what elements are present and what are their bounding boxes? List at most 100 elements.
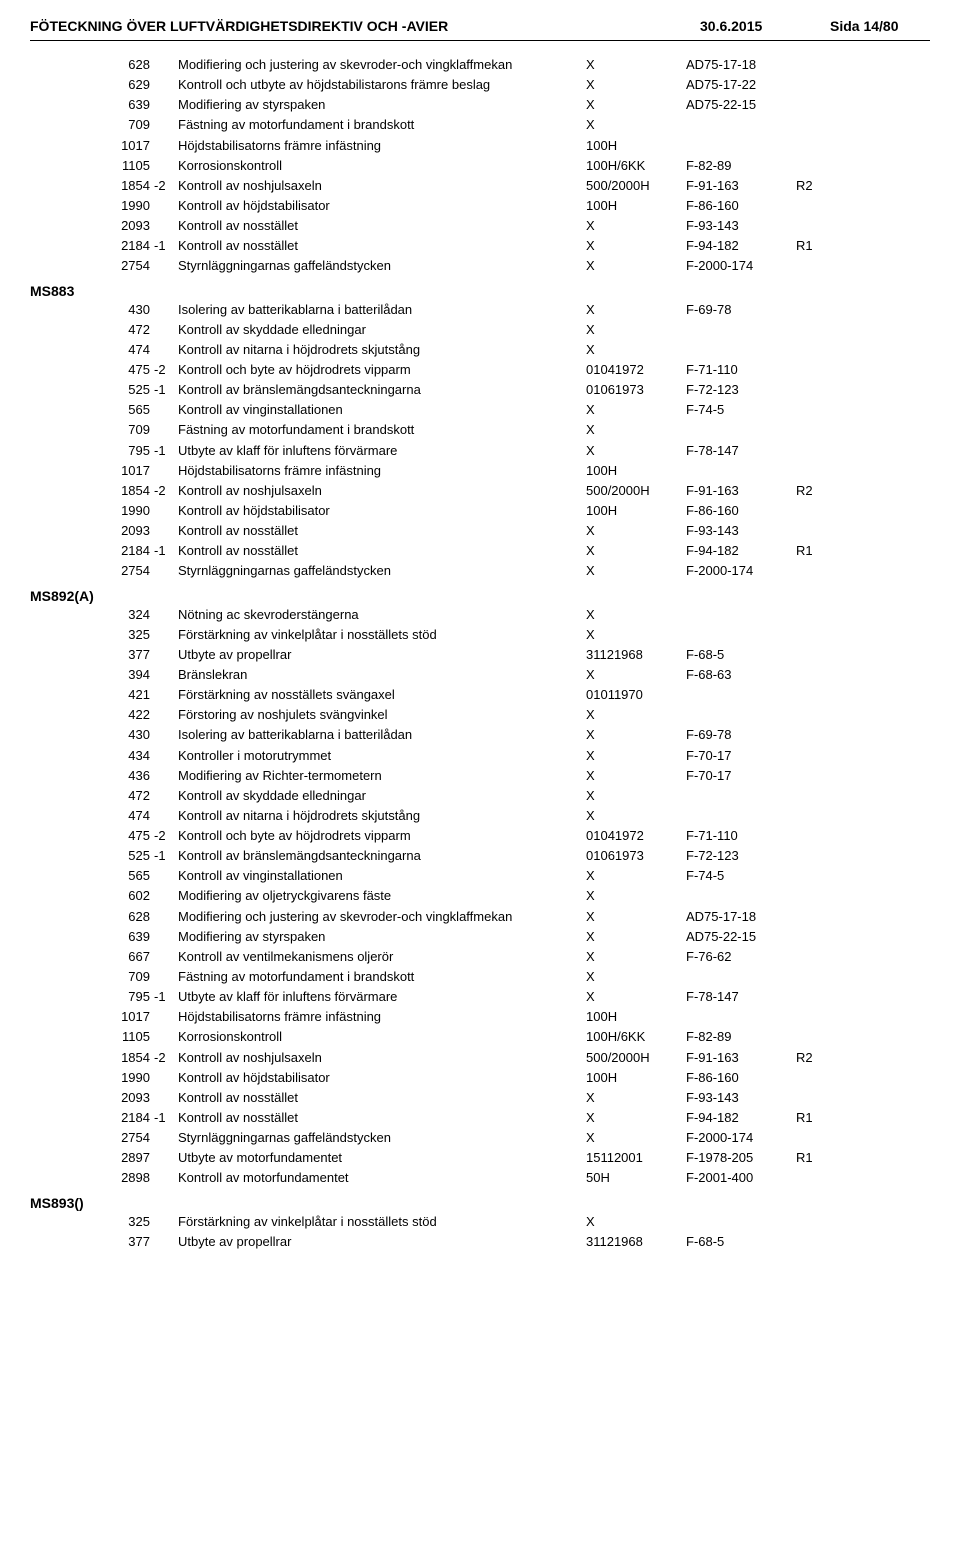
directive-revision: [796, 256, 836, 276]
directive-reference: F-71-110: [686, 826, 796, 846]
table-row: 436Modifiering av Richter-termometernXF-…: [90, 766, 930, 786]
directive-number: 628: [90, 55, 154, 75]
directive-description: Kontroll och utbyte av höjdstabilistaron…: [178, 75, 586, 95]
directive-reference: F-72-123: [686, 380, 796, 400]
table-row: 525-1Kontroll av bränslemängdsanteckning…: [90, 380, 930, 400]
directive-number: 639: [90, 95, 154, 115]
table-row: 430Isolering av batterikablarna i batter…: [90, 725, 930, 745]
directive-value: X: [586, 1088, 686, 1108]
directive-value: X: [586, 987, 686, 1007]
directive-suffix: [154, 886, 178, 906]
page-container: FÖTECKNING ÖVER LUFTVÄRDIGHETSDIREKTIV O…: [0, 0, 960, 1292]
directive-number: 1017: [90, 136, 154, 156]
directive-number: 795: [90, 441, 154, 461]
directive-description: Bränslekran: [178, 665, 586, 685]
table-row: 1105Korrosionskontroll100H/6KKF-82-89: [90, 156, 930, 176]
directive-number: 2093: [90, 1088, 154, 1108]
table-row: 1017Höjdstabilisatorns främre infästning…: [90, 461, 930, 481]
directive-number: 2184: [90, 236, 154, 256]
directive-revision: R2: [796, 481, 836, 501]
section-body: 324Nötning ac skevroderstängernaX325Förs…: [30, 605, 930, 1189]
directive-reference: AD75-22-15: [686, 95, 796, 115]
directive-reference: AD75-17-18: [686, 55, 796, 75]
directive-number: 1105: [90, 156, 154, 176]
directive-number: 709: [90, 420, 154, 440]
table-row: 1854-2Kontroll av noshjulsaxeln500/2000H…: [90, 1048, 930, 1068]
directive-description: Styrnläggningarnas gaffeländstycken: [178, 256, 586, 276]
directive-revision: R1: [796, 236, 836, 256]
table-row: 472Kontroll av skyddade elledningarX: [90, 320, 930, 340]
table-row: 2184-1Kontroll av nosställetXF-94-182R1: [90, 1108, 930, 1128]
directive-value: X: [586, 400, 686, 420]
directive-suffix: [154, 725, 178, 745]
directive-revision: [796, 907, 836, 927]
directive-revision: [796, 75, 836, 95]
directive-number: 472: [90, 786, 154, 806]
directive-suffix: [154, 75, 178, 95]
directive-value: 500/2000H: [586, 1048, 686, 1068]
directive-suffix: [154, 1128, 178, 1148]
directive-revision: [796, 300, 836, 320]
directive-revision: [796, 645, 836, 665]
directive-number: 325: [90, 1212, 154, 1232]
directive-revision: [796, 1232, 836, 1252]
directive-value: X: [586, 256, 686, 276]
directive-reference: [686, 136, 796, 156]
directive-suffix: [154, 300, 178, 320]
table-row: 475-2Kontroll och byte av höjdrodrets vi…: [90, 826, 930, 846]
directive-suffix: [154, 806, 178, 826]
table-row: 422Förstoring av noshjulets svängvinkelX: [90, 705, 930, 725]
directive-number: 1105: [90, 1027, 154, 1047]
directive-suffix: [154, 256, 178, 276]
directive-revision: [796, 1088, 836, 1108]
table-row: 2093Kontroll av nosställetXF-93-143: [90, 216, 930, 236]
directive-value: X: [586, 1128, 686, 1148]
table-row: 2754Styrnläggningarnas gaffeländstyckenX…: [90, 1128, 930, 1148]
directive-value: X: [586, 746, 686, 766]
directive-number: 629: [90, 75, 154, 95]
table-row: 325Förstärkning av vinkelplåtar i nosstä…: [90, 1212, 930, 1232]
directive-reference: [686, 625, 796, 645]
directive-description: Kontroll av nitarna i höjdrodrets skjuts…: [178, 340, 586, 360]
directive-reference: [686, 967, 796, 987]
directive-reference: F-2000-174: [686, 1128, 796, 1148]
directive-reference: F-76-62: [686, 947, 796, 967]
directive-value: X: [586, 1108, 686, 1128]
directive-revision: [796, 461, 836, 481]
directive-reference: F-91-163: [686, 481, 796, 501]
directive-value: X: [586, 605, 686, 625]
table-row: 2093Kontroll av nosställetXF-93-143: [90, 1088, 930, 1108]
directive-value: 01061973: [586, 846, 686, 866]
directive-value: X: [586, 95, 686, 115]
directive-value: 500/2000H: [586, 481, 686, 501]
directive-description: Kontroll och byte av höjdrodrets vipparm: [178, 360, 586, 380]
directive-revision: [796, 320, 836, 340]
directive-description: Kontroll av nosstället: [178, 1108, 586, 1128]
directive-reference: [686, 685, 796, 705]
directive-description: Kontroller i motorutrymmet: [178, 746, 586, 766]
directive-description: Utbyte av klaff för inluftens förvärmare: [178, 441, 586, 461]
directive-revision: [796, 725, 836, 745]
header-title: FÖTECKNING ÖVER LUFTVÄRDIGHETSDIREKTIV O…: [30, 18, 700, 34]
directive-number: 602: [90, 886, 154, 906]
directive-description: Fästning av motorfundament i brandskott: [178, 967, 586, 987]
table-row: 525-1Kontroll av bränslemängdsanteckning…: [90, 846, 930, 866]
directive-value: X: [586, 340, 686, 360]
directive-suffix: [154, 461, 178, 481]
directive-value: X: [586, 907, 686, 927]
directive-value: X: [586, 420, 686, 440]
directive-description: Höjdstabilisatorns främre infästning: [178, 136, 586, 156]
directive-number: 565: [90, 866, 154, 886]
table-row: 2897Utbyte av motorfundamentet15112001F-…: [90, 1148, 930, 1168]
directive-description: Utbyte av propellrar: [178, 1232, 586, 1252]
directive-suffix: [154, 156, 178, 176]
directive-revision: [796, 380, 836, 400]
directive-number: 475: [90, 360, 154, 380]
directive-value: 100H: [586, 461, 686, 481]
directive-revision: R2: [796, 1048, 836, 1068]
directive-description: Modifiering av styrspaken: [178, 95, 586, 115]
table-row: 639Modifiering av styrspakenXAD75-22-15: [90, 927, 930, 947]
table-row: 325Förstärkning av vinkelplåtar i nosstä…: [90, 625, 930, 645]
directive-value: X: [586, 300, 686, 320]
directive-number: 2754: [90, 561, 154, 581]
